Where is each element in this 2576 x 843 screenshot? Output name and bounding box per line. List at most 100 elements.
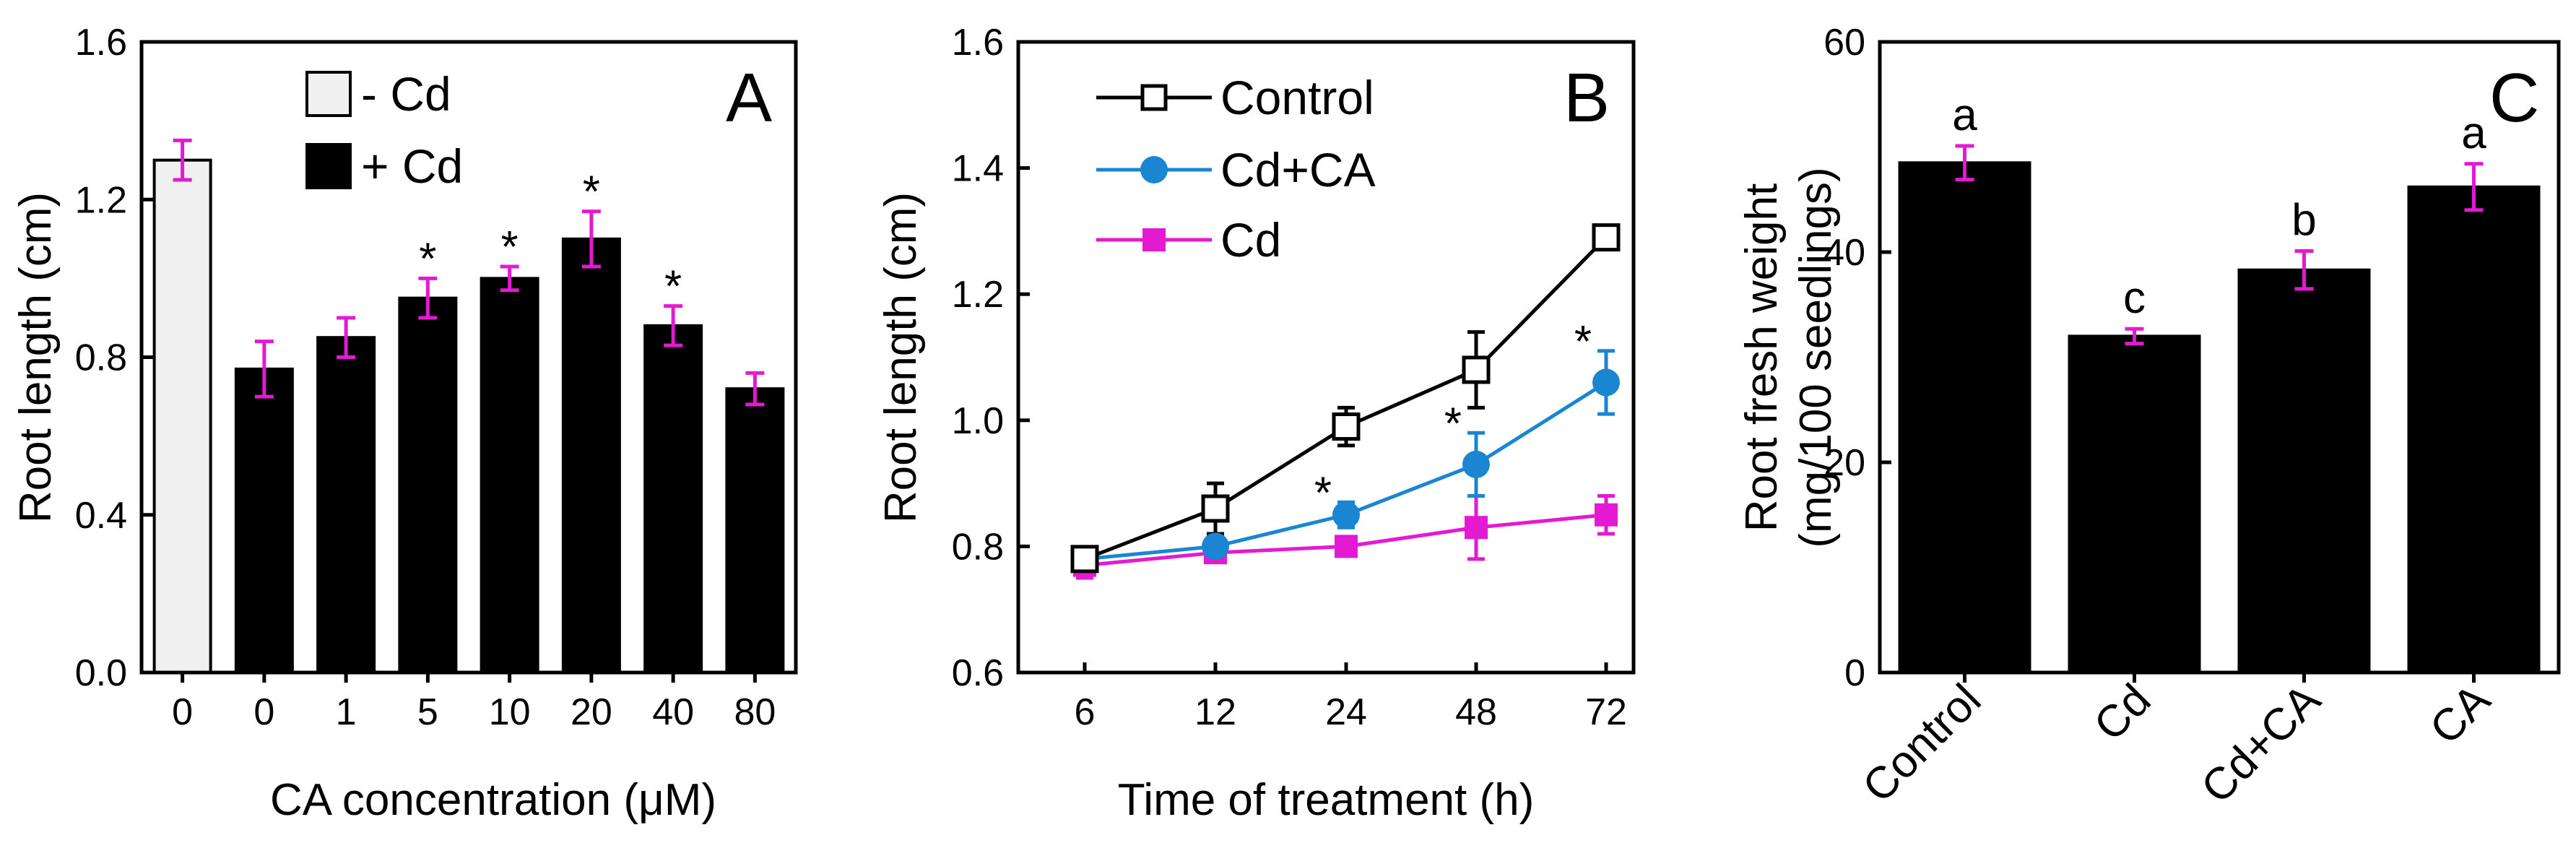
legend-marker-cd-ca [1140,156,1168,183]
panel-a-root-length-vs-ca-concentration: 0.0 0.4 0.8 1.2 1.6 0 0 1 5 10 20 40 80 * * * * - Cd + … [11,22,798,825]
panel-a-letter: A [726,59,772,137]
panel-c-x-tick-label: Cd+CA [2192,675,2330,813]
panel-a-x-tick-label: 40 [652,691,694,733]
legend-label-control: Control [1220,71,1374,124]
panel-b-point-cd-ca [1592,368,1620,397]
legend-label-minus-cd: - Cd [361,67,451,121]
panel-b-y-tick-label: 0.6 [952,652,1004,694]
panel-b-y-tick-label: 1.4 [952,148,1004,190]
panel-b-point-control [1201,494,1230,523]
panel-b-point-control [1592,223,1621,252]
panel-b-y-tick-label: 1.6 [952,22,1004,64]
panel-b-x-axis-title: Time of treatment (h) [1118,775,1535,825]
legend-marker-cd [1142,228,1166,251]
panel-a-bar [561,237,621,674]
panel-a-bar [152,158,212,674]
panel-c-bar [2068,334,2201,674]
panel-b-x-tick-label: 24 [1325,691,1367,733]
panel-a-significance-star: * [501,222,519,272]
panel-c-bar [2407,185,2541,675]
panel-b-y-tick-label: 0.8 [952,526,1004,568]
panel-b-x-tick-label: 12 [1194,691,1236,733]
panel-c-root-fresh-weight: 0 20 40 60 Control Cd Cd+CA CA a c b a C Root fres… [1737,22,2561,813]
panel-c-y-axis-title-line1: Root fresh weight [1737,183,1787,532]
panel-a-x-axis-title: CA concentration (μM) [270,775,716,825]
panel-a-significance-marks: * * * * [419,168,682,312]
panel-b-root-length-over-time: 0.6 0.8 1.0 1.2 1.4 1.6 6 12 24 48 72 * * * Control … [876,22,1636,825]
panel-a-x-tick-label: 20 [571,691,612,733]
panel-b-point-cd [1465,516,1488,540]
panel-b-point-cd-ca [1202,532,1229,561]
panel-c-x-tick-label: Control [1853,675,1990,812]
panel-a-x-tick-label: 0 [253,691,274,733]
panel-a-bar [480,277,539,674]
panel-a-y-tick-label: 0.8 [75,337,127,379]
panel-a-x-tick-label: 1 [336,691,357,733]
panel-c-y-tick-label: 0 [1844,652,1865,694]
panel-a-x-tick-label: 80 [734,691,776,733]
panel-c-group-letter: c [2123,273,2146,323]
panel-b-point-control [1332,412,1361,441]
panel-b-frame [1016,40,1636,675]
panel-b-letter: B [1564,59,1610,137]
panel-b-point-cd-ca [1332,501,1360,529]
panel-c-y-tick-label: 40 [1823,232,1865,274]
panel-c-error-bars [1955,144,2484,346]
panel-c-group-letters: a c b a [1952,90,2486,323]
panel-c-group-letter: b [2291,196,2316,246]
panel-b-legend: Control Cd+CA Cd [1096,71,1376,267]
panel-c-bars [1898,161,2541,675]
legend-swatch-minus-cd [305,71,352,117]
panel-a-error-bars [173,138,765,407]
panel-a-y-tick-label: 1.6 [75,22,127,64]
panel-a-x-tick-label: 5 [417,691,438,733]
panel-b-y-tick-label: 1.0 [952,400,1004,442]
panel-c-y-axis-title-line2: (mg/100 seedlings) [1791,167,1841,548]
panel-b-significance-star: * [1574,317,1592,367]
panel-b-x-tick-label: 48 [1455,691,1497,733]
panel-a-y-tick-label: 0.0 [75,652,127,694]
panel-a-y-axis-title: Root length (cm) [11,192,61,523]
panel-b-point-cd-ca [1462,450,1490,478]
panel-b-significance-marks: * * * [1314,317,1592,519]
panel-a-significance-star: * [583,168,600,217]
panel-b-significance-star: * [1444,399,1462,449]
panel-c-bar [1898,161,2031,674]
panel-b-significance-star: * [1314,468,1332,518]
panel-c-frame [1878,40,2561,675]
panel-b-markers [1070,223,1621,577]
panel-a-x-tick-label: 10 [489,691,531,733]
panel-a-y-tick-label: 0.4 [75,495,127,537]
legend-marker-control [1140,84,1168,111]
panel-a-x-tick-label: 0 [172,691,193,733]
panel-a-bar [398,296,458,674]
panel-c-x-tick-label: Cd [2085,675,2161,751]
panel-b-x-tick-label: 72 [1585,691,1627,733]
panel-c-y-tick-label: 20 [1823,442,1865,484]
panel-a-axis-ticks: 0.0 0.4 0.8 1.2 1.6 0 0 1 5 10 20 40 80 [75,22,776,733]
panel-a-bar [234,367,294,674]
panel-b-y-tick-label: 1.2 [952,274,1004,316]
panel-b-x-tick-label: 6 [1075,691,1096,733]
panel-a-legend: - Cd + Cd [305,67,463,193]
panel-b-point-control [1070,545,1099,574]
legend-label-cd: Cd [1220,213,1281,267]
panel-b-axis-ticks: 0.6 0.8 1.0 1.2 1.4 1.6 6 12 24 48 72 [952,22,1627,733]
panel-a-y-tick-label: 1.2 [75,179,127,221]
panel-c-group-letter: a [2461,108,2486,158]
panel-c-group-letter: a [1952,90,1977,140]
panel-a-bars [152,158,785,675]
panel-a-bar [725,387,785,675]
panel-b-y-axis-title: Root length (cm) [876,192,926,523]
panel-a-bar [643,324,703,674]
panel-a-frame [139,40,798,675]
panel-c-letter: C [2489,59,2539,137]
panel-a-significance-star: * [664,262,682,312]
panel-c-bar [2237,268,2371,674]
panel-a-significance-star: * [419,234,436,284]
panel-b-point-cd [1595,503,1618,527]
legend-label-cd-ca: Cd+CA [1220,143,1376,196]
panel-b-point-cd [1335,535,1358,558]
panel-c-x-tick-label: CA [2421,675,2500,754]
